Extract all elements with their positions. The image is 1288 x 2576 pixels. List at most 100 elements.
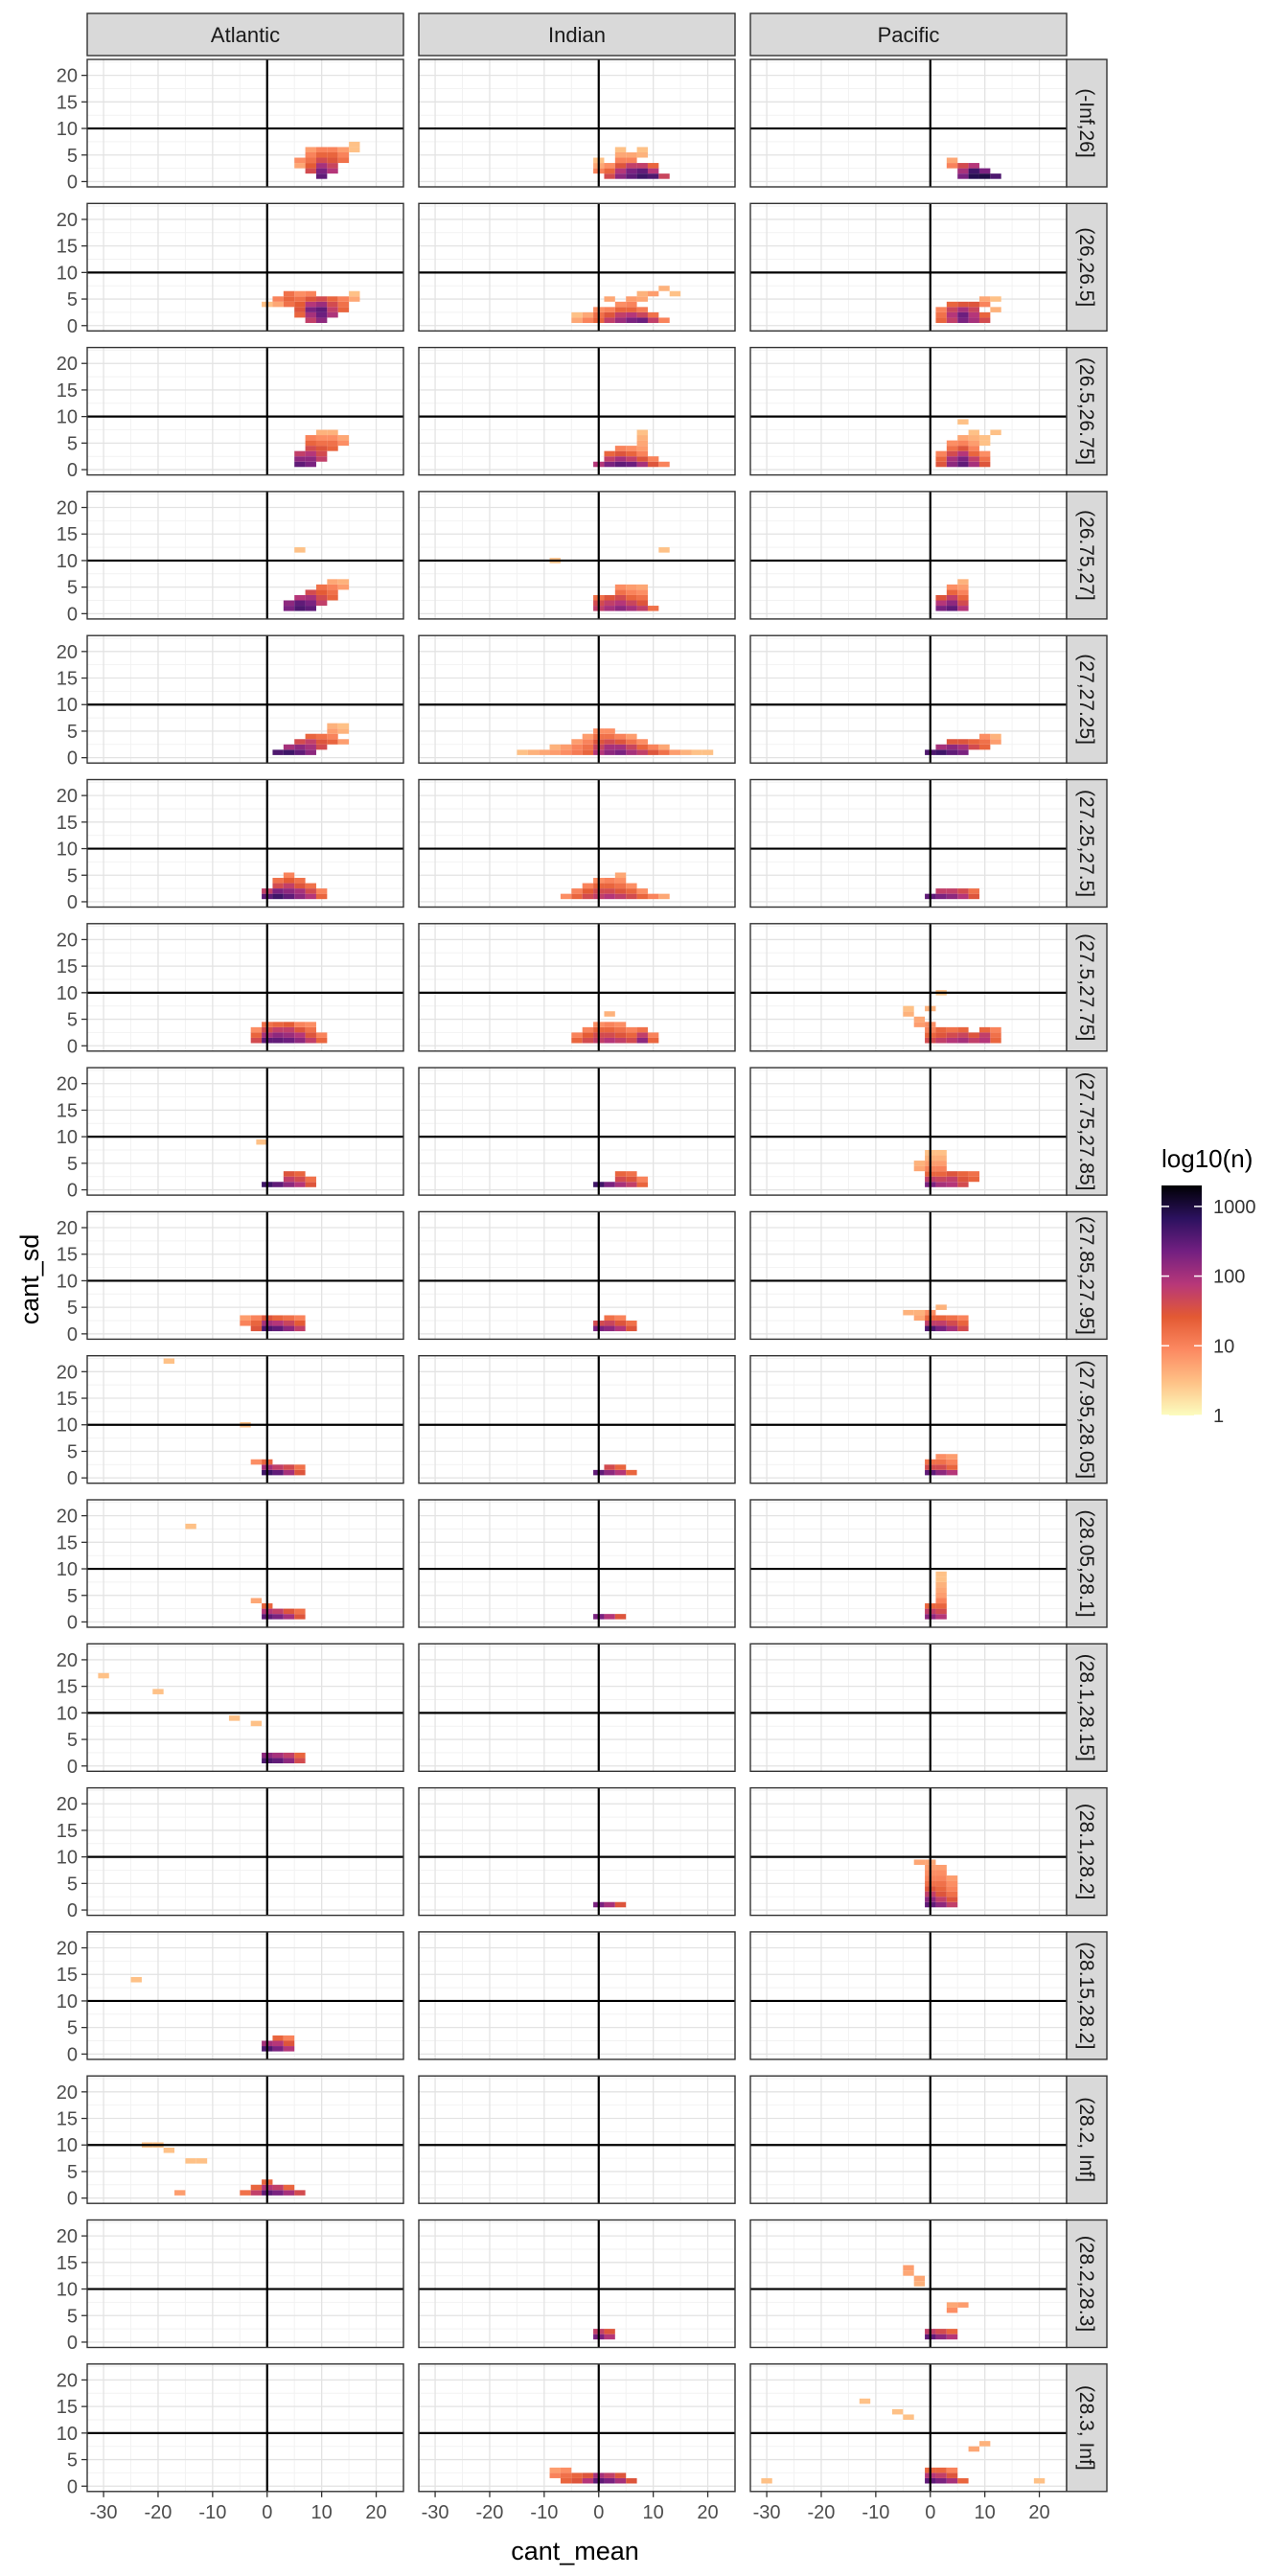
heatmap-tile bbox=[647, 1037, 659, 1044]
panel-background bbox=[419, 779, 735, 908]
y-tick-label: 10 bbox=[57, 119, 78, 140]
panel-background bbox=[750, 203, 1067, 332]
heatmap-tile bbox=[305, 168, 316, 174]
heatmap-tile bbox=[604, 883, 615, 889]
heatmap-tile bbox=[626, 173, 637, 179]
heatmap-tile bbox=[305, 450, 316, 457]
x-tick-label: 10 bbox=[643, 2502, 664, 2523]
heatmap-tile bbox=[327, 589, 338, 595]
panel-border bbox=[418, 346, 736, 476]
heatmap-tile bbox=[647, 311, 659, 318]
panel-border bbox=[86, 1210, 404, 1341]
heatmap-tile bbox=[305, 461, 316, 468]
heatmap-tile bbox=[957, 163, 969, 169]
heatmap-tile bbox=[327, 429, 338, 436]
heatmap-tile bbox=[604, 749, 615, 755]
panel-background bbox=[750, 1211, 1067, 1340]
facet-row-strip: (26.5,26.75] bbox=[1066, 346, 1108, 476]
heatmap-tile bbox=[315, 733, 328, 740]
panel-indian-row-8 bbox=[418, 1210, 736, 1341]
heatmap-tile bbox=[250, 1321, 263, 1326]
heatmap-tile bbox=[163, 1358, 175, 1365]
heatmap-tile bbox=[935, 1165, 947, 1172]
heatmap-tile bbox=[935, 2329, 947, 2334]
heatmap-tile bbox=[946, 1880, 958, 1887]
panel-background bbox=[419, 1500, 735, 1627]
panel-border bbox=[418, 2363, 736, 2493]
heatmap-tile bbox=[272, 1464, 284, 1470]
heatmap-tile bbox=[636, 461, 648, 468]
heatmap-tile bbox=[957, 1037, 969, 1044]
heatmap-tile bbox=[968, 450, 979, 457]
heatmap-tile bbox=[604, 296, 615, 302]
heatmap-tile bbox=[614, 872, 627, 879]
x-tick-label: -10 bbox=[198, 2502, 226, 2523]
facet-row-label: (-Inf,26] bbox=[1075, 88, 1097, 157]
x-axis-title: cant_mean bbox=[511, 2537, 639, 2565]
y-tick-label: 0 bbox=[67, 460, 78, 481]
heatmap-tile bbox=[185, 2158, 196, 2164]
heatmap-tile bbox=[604, 1614, 615, 1620]
heatmap-tile bbox=[294, 1464, 306, 1470]
facet-row-label: (26.5,26.75] bbox=[1075, 357, 1097, 465]
panel-border bbox=[418, 58, 736, 188]
panel-indian-row-14 bbox=[418, 2075, 736, 2204]
heatmap-tile bbox=[946, 744, 958, 750]
heatmap-tile bbox=[250, 1598, 263, 1604]
heatmap-tile bbox=[957, 739, 969, 745]
heatmap-tile bbox=[283, 1171, 295, 1177]
heatmap-tile bbox=[946, 1032, 958, 1038]
heatmap-tile bbox=[957, 579, 969, 585]
y-tick-label: 0 bbox=[67, 172, 78, 193]
heatmap-tile bbox=[946, 1897, 958, 1902]
heatmap-tile bbox=[968, 888, 979, 894]
heatmap-tile bbox=[978, 1026, 991, 1033]
y-tick-label: 10 bbox=[57, 2135, 78, 2156]
heatmap-tile bbox=[614, 151, 627, 158]
x-tick-label: -10 bbox=[862, 2502, 889, 2523]
heatmap-tile bbox=[604, 594, 615, 601]
y-tick-label: 20 bbox=[57, 2226, 78, 2247]
panel-background bbox=[419, 1068, 735, 1196]
panel-atlantic-row-9 bbox=[86, 1354, 404, 1484]
heatmap-tile bbox=[626, 1321, 637, 1326]
heatmap-tile bbox=[305, 744, 316, 750]
panel-background bbox=[87, 635, 403, 764]
heatmap-tile bbox=[337, 440, 350, 447]
heatmap-tile bbox=[614, 1171, 627, 1177]
x-tick-label: 10 bbox=[975, 2502, 996, 2523]
heatmap-tile bbox=[935, 1176, 947, 1183]
heatmap-tile bbox=[337, 157, 350, 164]
facet-column-strip: Pacific bbox=[749, 12, 1068, 57]
heatmap-tile bbox=[272, 888, 284, 894]
heatmap-tile bbox=[946, 893, 958, 900]
heatmap-tile bbox=[935, 1603, 947, 1609]
y-tick-label: 10 bbox=[57, 1271, 78, 1292]
heatmap-tile bbox=[626, 1182, 637, 1187]
heatmap-tile bbox=[636, 168, 648, 174]
color-legend: log10(n) 1 10 100 1000 bbox=[1162, 1144, 1256, 1427]
panel-pacific-row-11 bbox=[749, 1643, 1068, 1773]
panel-indian-row-12 bbox=[418, 1786, 736, 1917]
heatmap-tile bbox=[935, 1037, 947, 1044]
heatmap-tile bbox=[294, 163, 306, 169]
heatmap-tile bbox=[968, 173, 979, 179]
panel-pacific-row-10 bbox=[749, 1499, 1068, 1628]
heatmap-tile bbox=[859, 2398, 871, 2404]
x-tick-label: 20 bbox=[697, 2502, 718, 2523]
heatmap-tile bbox=[294, 878, 306, 884]
heatmap-tile bbox=[272, 2190, 284, 2196]
panel-border bbox=[418, 923, 736, 1052]
heatmap-tile bbox=[582, 1037, 594, 1044]
heatmap-tile bbox=[935, 1459, 947, 1465]
heatmap-tile bbox=[636, 893, 648, 900]
heatmap-tile bbox=[272, 1752, 284, 1759]
heatmap-tile bbox=[315, 307, 328, 312]
heatmap-tile bbox=[647, 749, 659, 755]
panel-border bbox=[418, 1499, 736, 1628]
y-tick-label: 10 bbox=[57, 1127, 78, 1148]
panel-background bbox=[419, 59, 735, 187]
heatmap-tile bbox=[294, 888, 306, 894]
y-tick-label: 15 bbox=[57, 956, 78, 978]
heatmap-tile bbox=[283, 1022, 295, 1027]
